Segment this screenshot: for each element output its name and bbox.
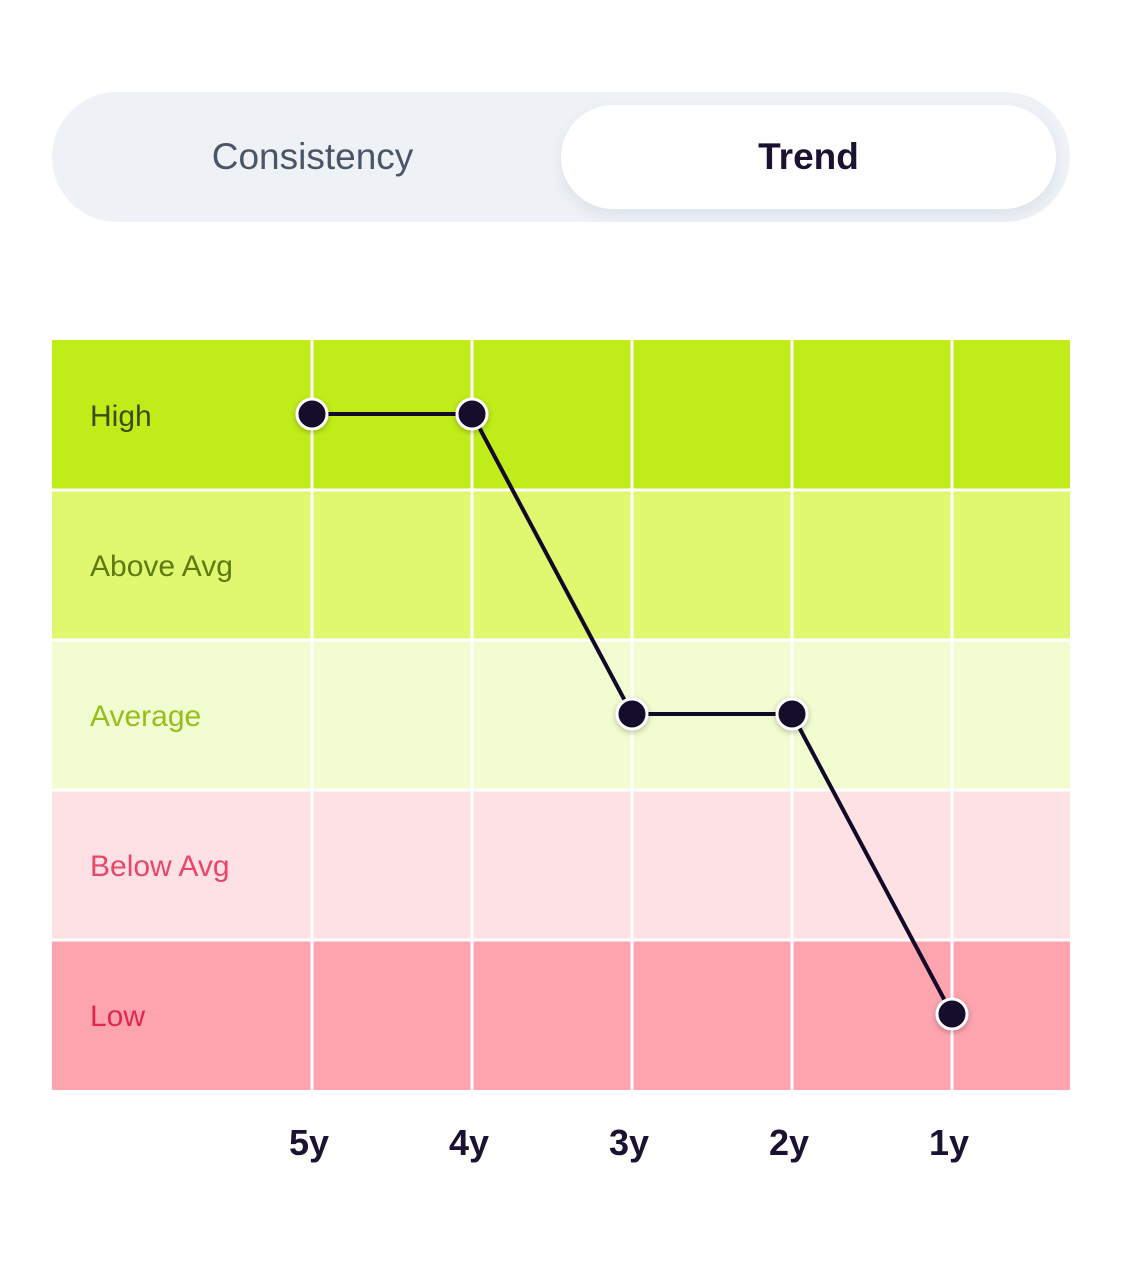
band-label-high: High [90, 400, 152, 433]
data-point-4y[interactable] [455, 397, 489, 431]
band-label-below-avg: Below Avg [90, 850, 230, 883]
tab-consistency[interactable]: Consistency [211, 136, 414, 177]
view-toggle: Consistency Trend [52, 92, 1070, 222]
data-point-1y[interactable] [935, 997, 969, 1031]
data-point-5y[interactable] [295, 397, 329, 431]
tab-trend[interactable]: Trend [561, 105, 1056, 209]
x-tick-label: 2y [769, 1122, 809, 1163]
band-low [52, 940, 1070, 1090]
band-label-low: Low [90, 1000, 145, 1033]
data-point-2y[interactable] [775, 697, 809, 731]
band-above-avg [52, 490, 1070, 640]
band-average [52, 640, 1070, 790]
band-label-average: Average [90, 700, 201, 733]
x-tick-label: 3y [609, 1122, 649, 1163]
band-label-above-avg: Above Avg [90, 550, 233, 583]
x-tick-label: 5y [289, 1122, 329, 1163]
band-high [52, 340, 1070, 490]
data-point-3y[interactable] [615, 697, 649, 731]
x-tick-label: 4y [449, 1122, 489, 1163]
x-tick-label: 1y [929, 1122, 969, 1163]
